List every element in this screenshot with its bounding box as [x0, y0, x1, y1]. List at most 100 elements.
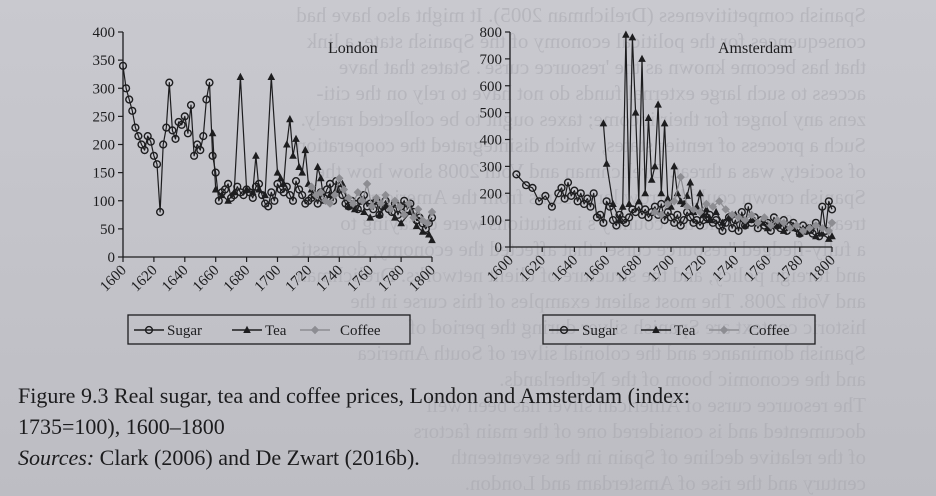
y-tick-label: 0: [495, 240, 503, 256]
x-tick-label: 1760: [345, 263, 378, 296]
svg-text:and foreign policy, and the st: and foreign policy, and the structure of…: [296, 263, 866, 287]
legend-label-coffee: Coffee: [340, 323, 381, 339]
series-coffee: [307, 174, 437, 228]
svg-text:and the economic boom of the N: and the economic boom of the Netherlands…: [499, 367, 866, 391]
svg-text:historic context are Spanish s: historic context are Spanish silver duri…: [409, 315, 866, 339]
svg-text:of society, was a threat. Drel: of society, was a threat. Drelichman and…: [316, 159, 866, 183]
x-tick-label: 1700: [252, 263, 285, 296]
data-point-tea: [211, 185, 220, 193]
y-tick-label: 400: [93, 25, 116, 41]
legend-item-coffee-london: Coffee: [300, 323, 381, 339]
sources-text: Clark (2006) and De Zwart (2016b).: [99, 445, 420, 470]
caption-sources: Sources: Clark (2006) and De Zwart (2016…: [18, 442, 918, 473]
data-point-tea: [631, 108, 640, 116]
data-point-tea: [267, 72, 276, 80]
x-tick-label: 1720: [678, 253, 711, 286]
chart-panel-london: 0 50 100 150 200 250 300 350 400 1600162016401660…: [93, 25, 439, 345]
svg-text:documented and is considered o: documented and is considered one of the …: [413, 419, 866, 443]
svg-text:that has become known as the ': that has become known as the 'resource c…: [339, 55, 866, 79]
data-point-tea: [273, 168, 282, 176]
data-point-coffee: [676, 172, 685, 182]
data-point-tea: [317, 174, 325, 182]
data-point-tea: [628, 33, 637, 41]
data-point-tea: [236, 72, 245, 80]
data-point-tea: [599, 119, 608, 127]
legend-label-tea: Tea: [265, 323, 287, 339]
data-point-coffee: [362, 179, 372, 189]
y-tick-label: 100: [480, 213, 503, 229]
y-tick-label: 200: [93, 138, 116, 154]
x-tick-label: 1680: [613, 253, 646, 286]
series-tea: [208, 72, 436, 244]
legend-item-tea-london: Tea: [232, 323, 287, 339]
legend-marker-coffee: [719, 325, 729, 335]
data-point-tea: [622, 30, 630, 38]
x-tick-label: 1800: [406, 263, 439, 296]
data-point-tea: [647, 175, 656, 183]
data-point-tea: [208, 129, 217, 137]
data-point-tea: [618, 202, 627, 210]
figure-label: Figure 9.3: [18, 383, 109, 408]
data-point-tea: [654, 100, 662, 108]
data-point-tea: [660, 119, 669, 127]
x-tick-label: 1800: [806, 253, 839, 286]
data-point-tea: [295, 162, 303, 170]
x-tick-label: 1740: [710, 253, 743, 286]
y-tick-label: 200: [480, 186, 503, 202]
data-point-tea: [686, 178, 695, 186]
svg-text:Spanish competitiveness (Dreli: Spanish competitiveness (Drelichman 2005…: [296, 3, 866, 27]
svg-text:and Voth 2008. The most salien: and Voth 2008. The most salient examples…: [350, 289, 866, 313]
y-tick-label: 400: [480, 133, 503, 149]
figure-title-line2: 1735=100), 1600–1800: [18, 414, 225, 439]
data-point-tea: [625, 199, 633, 207]
data-point-tea: [286, 115, 294, 123]
y-tick-label: 150: [93, 166, 116, 182]
legend-item-sugar-london: Sugar: [134, 323, 202, 339]
chart-title-amsterdam: Amsterdam: [718, 40, 793, 57]
data-point-tea: [635, 197, 643, 205]
data-point-tea: [301, 145, 310, 154]
legend-label-sugar: Sugar: [167, 323, 202, 339]
data-point-tea: [283, 140, 291, 148]
x-tick-label: 1740: [314, 263, 347, 296]
plot-area-amsterdam: [513, 30, 837, 242]
y-tick-label: 250: [93, 109, 116, 125]
y-tick-label: 500: [480, 106, 503, 122]
x-tick-label: 1700: [645, 253, 678, 286]
svg-text:century and the rise of Amster: century and the rise of Amsterdam and Lo…: [465, 471, 866, 495]
svg-text:zens any longer for their inco: zens any longer for their income; taxes …: [301, 107, 866, 131]
data-point-tea: [641, 189, 649, 197]
x-tick-label: 1660: [190, 263, 223, 296]
y-tick-label: 0: [108, 250, 116, 266]
x-tick-label: 1780: [774, 253, 807, 286]
y-tick-label: 800: [480, 25, 503, 41]
chart-title-london: London: [328, 40, 378, 57]
data-point-coffee: [413, 205, 423, 214]
svg-text:of the relative decline of Spa: of the relative decline of Spain in the …: [450, 445, 866, 469]
y-tick-label: 100: [93, 194, 116, 210]
svg-text:Such a process of rentier stat: Such a process of rentier states, which …: [295, 133, 866, 157]
x-tick-label: 1640: [159, 263, 192, 296]
data-point-tea: [657, 189, 666, 197]
y-tick-label: 300: [480, 159, 503, 175]
data-point-tea: [670, 162, 678, 170]
series-coffee: [650, 172, 837, 236]
axes-amsterdam: 0 100 200 300 400 500 600 700 800 1600 1620 1640 166…: [480, 25, 839, 285]
legend-item-sugar-amsterdam: Sugar: [549, 323, 617, 339]
y-tick-label: 50: [100, 222, 115, 238]
data-point-coffee: [400, 210, 409, 219]
data-point-tea: [638, 54, 646, 62]
x-tick-label: 1600: [97, 263, 130, 296]
svg-text:Spanish dominance and the colo: Spanish dominance and the colonial silve…: [357, 341, 866, 365]
legend-marker-coffee: [310, 325, 320, 335]
data-point-coffee: [827, 218, 837, 227]
data-point-tea: [644, 113, 653, 121]
series-sugar: [119, 62, 436, 233]
legend-box-london: [127, 314, 411, 345]
series-line-tea: [212, 76, 433, 241]
sources-label: Sources:: [18, 445, 95, 470]
y-tick-label: 350: [93, 53, 116, 69]
x-tick-label: 1600: [484, 253, 517, 286]
y-tick-label: 300: [93, 81, 116, 97]
